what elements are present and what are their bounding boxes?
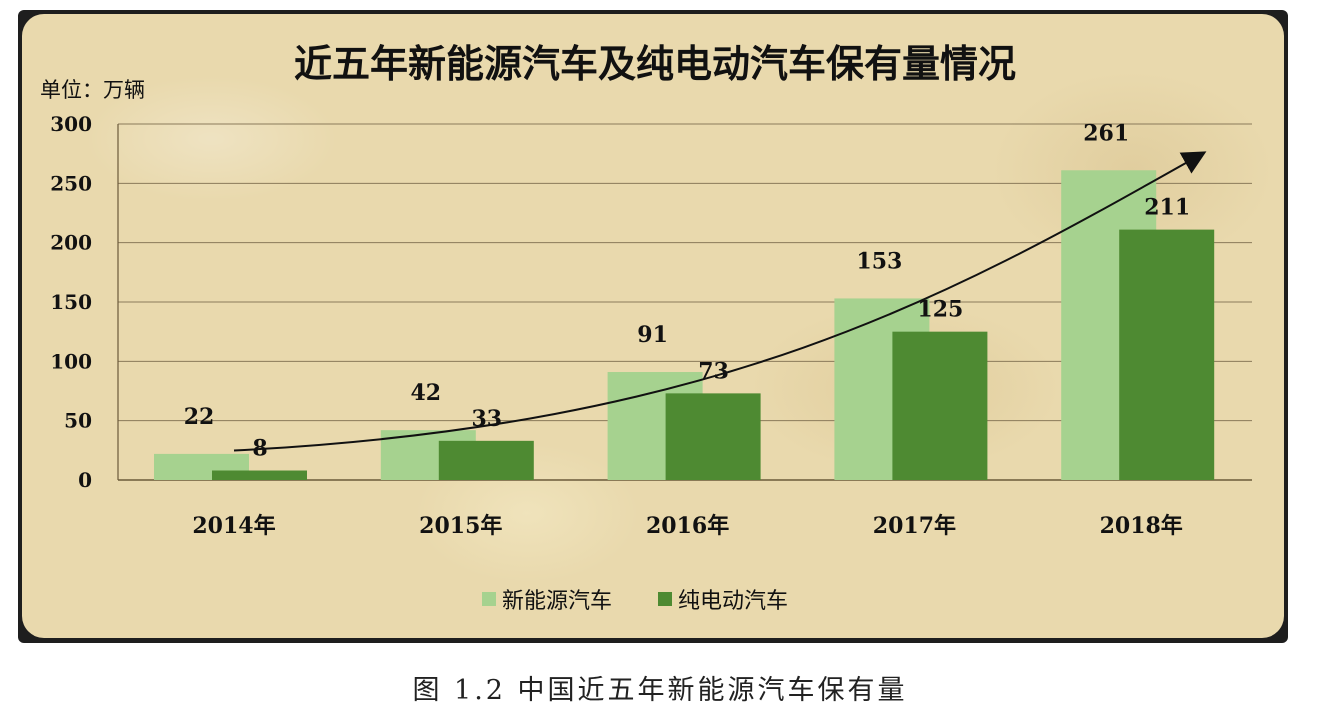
y-tick-label: 250	[50, 171, 92, 195]
bar-bev	[892, 331, 988, 480]
bar-bev	[212, 470, 307, 480]
data-label: 261	[1083, 120, 1129, 146]
y-tick-label: 100	[50, 349, 92, 373]
chart-title: 近五年新能源汽车及纯电动汽车保有量情况	[294, 41, 1016, 86]
legend-swatch	[658, 592, 672, 606]
x-tick-label: 2017年	[873, 513, 956, 539]
y-tick-label: 300	[50, 112, 92, 136]
figure-caption: 图 1.2 中国近五年新能源汽车保有量	[412, 675, 908, 706]
x-tick-label: 2018年	[1100, 513, 1183, 539]
legend: 新能源汽车 纯电动汽车	[482, 589, 788, 614]
y-tick-label: 150	[50, 290, 92, 314]
bar-bev	[665, 393, 761, 480]
data-label: 22	[184, 404, 215, 430]
legend-label: 纯电动汽车	[678, 589, 788, 614]
x-tick-label: 2016年	[646, 513, 729, 539]
y-tick-label: 50	[64, 409, 92, 433]
y-axis: 0 50 100 150 200 250 300	[50, 112, 92, 492]
bar-bev	[1119, 229, 1215, 480]
y-tick-label: 0	[78, 468, 92, 492]
data-label: 153	[856, 248, 902, 274]
data-label: 91	[637, 322, 668, 348]
legend-swatch	[482, 592, 496, 606]
data-label: 73	[698, 358, 729, 384]
x-tick-label: 2015年	[419, 513, 502, 539]
bars	[154, 170, 1215, 480]
bar-bev	[438, 440, 534, 480]
chart: 近五年新能源汽车及纯电动汽车保有量情况 单位：万辆 0 50 100 150 200 25…	[40, 41, 1252, 614]
data-label: 211	[1144, 195, 1190, 221]
data-label: 125	[917, 297, 963, 323]
trend-arrow	[233, 151, 1207, 452]
x-axis: 2014年 2015年 2016年 2017年 2018年	[192, 513, 1182, 539]
data-label: 42	[410, 380, 441, 406]
x-tick-label: 2014年	[192, 513, 275, 539]
legend-label: 新能源汽车	[502, 589, 612, 614]
unit-label: 单位：万辆	[40, 78, 145, 102]
y-tick-label: 200	[50, 231, 92, 255]
